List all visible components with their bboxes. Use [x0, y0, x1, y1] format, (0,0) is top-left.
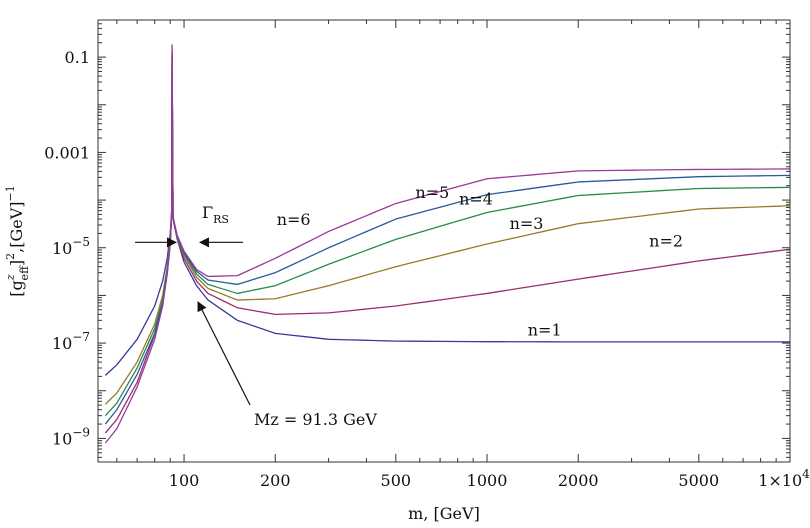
mz-label: Mz = 91.3 GeV — [254, 410, 377, 429]
x-tick-label: 500 — [381, 471, 412, 490]
curve-label-n=2: n=2 — [649, 232, 683, 251]
y-tick-label: 10−9 — [52, 425, 90, 448]
y-tick-label: 0.1 — [65, 48, 90, 67]
plot-frame — [97, 19, 791, 463]
x-tick-label: 5000 — [678, 471, 719, 490]
curve-labels: n=1 n=2 n=3 n=4 n=5 n=6 — [277, 183, 683, 339]
x-tick-label: 2000 — [558, 471, 599, 490]
y-tick-label: 10−7 — [52, 330, 90, 353]
y-tick-label: 10−5 — [52, 235, 90, 258]
y-tick-label: 0.001 — [44, 143, 90, 162]
axis-ticks: 100 200 500 1000 2000 5000 1×104 0.1 0.001 10−5 10… — [4, 20, 810, 523]
curve-label-n=6: n=6 — [277, 210, 311, 229]
series-line-n=2 — [104, 49, 790, 434]
x-axis-label: m, [GeV] — [408, 504, 480, 523]
curve-label-n=4: n=4 — [459, 190, 493, 209]
y-axis-label: [gzeff]2,[GeV]−1 — [4, 185, 31, 296]
curve-label-n=3: n=3 — [510, 214, 544, 233]
x-tick-label-last: 1×104 — [758, 467, 810, 490]
mz-arrow — [197, 301, 251, 406]
curve-label-n=5: n=5 — [415, 183, 449, 202]
series-line-n=5 — [104, 52, 790, 425]
series-line-n=4 — [104, 63, 790, 417]
series-lines — [104, 44, 790, 444]
x-tick-label: 200 — [260, 471, 291, 490]
x-tick-label: 100 — [169, 471, 200, 490]
series-line-n=3 — [104, 56, 790, 405]
annotations: ΓRS Mz = 91.3 GeV — [135, 203, 377, 429]
curve-label-n=1: n=1 — [528, 320, 562, 339]
series-line-n=6 — [104, 44, 790, 444]
gamma-rs-label: ΓRS — [202, 203, 229, 226]
x-tick-label: 1000 — [467, 471, 508, 490]
plot-border — [97, 19, 791, 463]
